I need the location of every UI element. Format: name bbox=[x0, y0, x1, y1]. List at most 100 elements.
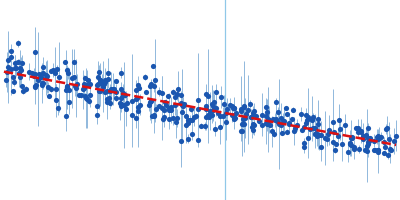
Point bbox=[17, 75, 24, 78]
Point bbox=[269, 130, 276, 133]
Point bbox=[210, 104, 216, 107]
Point bbox=[185, 137, 192, 140]
Point bbox=[263, 114, 269, 118]
Point bbox=[363, 133, 369, 136]
Point bbox=[271, 132, 277, 135]
Point bbox=[80, 88, 86, 91]
Point bbox=[168, 108, 174, 112]
Point bbox=[12, 61, 18, 64]
Point bbox=[360, 134, 366, 137]
Point bbox=[316, 134, 322, 137]
Point bbox=[38, 76, 44, 79]
Point bbox=[142, 91, 149, 94]
Point bbox=[364, 144, 370, 147]
Point bbox=[32, 85, 38, 88]
Point bbox=[64, 71, 71, 75]
Point bbox=[253, 114, 259, 117]
Point bbox=[376, 136, 382, 139]
Point bbox=[118, 102, 124, 105]
Point bbox=[365, 139, 372, 143]
Point bbox=[194, 98, 201, 102]
Point bbox=[336, 119, 342, 122]
Point bbox=[124, 101, 130, 104]
Point bbox=[238, 109, 244, 112]
Point bbox=[102, 78, 108, 82]
Point bbox=[104, 71, 111, 75]
Point bbox=[273, 117, 280, 120]
Point bbox=[384, 126, 390, 129]
Point bbox=[166, 108, 173, 111]
Point bbox=[349, 136, 355, 139]
Point bbox=[374, 148, 381, 151]
Point bbox=[206, 115, 212, 119]
Point bbox=[321, 137, 328, 140]
Point bbox=[150, 114, 157, 117]
Point bbox=[42, 73, 49, 76]
Point bbox=[18, 69, 24, 72]
Point bbox=[232, 116, 238, 119]
Point bbox=[4, 70, 11, 73]
Point bbox=[72, 84, 78, 87]
Point bbox=[275, 120, 282, 123]
Point bbox=[23, 87, 29, 91]
Point bbox=[250, 123, 256, 126]
Point bbox=[11, 66, 18, 70]
Point bbox=[102, 91, 108, 94]
Point bbox=[15, 60, 21, 63]
Point bbox=[123, 107, 130, 110]
Point bbox=[178, 102, 184, 105]
Point bbox=[250, 109, 257, 113]
Point bbox=[278, 123, 285, 126]
Point bbox=[355, 131, 361, 134]
Point bbox=[10, 80, 17, 83]
Point bbox=[56, 75, 62, 78]
Point bbox=[266, 124, 273, 127]
Point bbox=[97, 79, 103, 82]
Point bbox=[212, 90, 219, 94]
Point bbox=[238, 129, 244, 132]
Point bbox=[118, 87, 124, 90]
Point bbox=[212, 107, 219, 110]
Point bbox=[300, 126, 307, 129]
Point bbox=[39, 84, 46, 87]
Point bbox=[187, 118, 193, 122]
Point bbox=[334, 134, 341, 138]
Point bbox=[315, 117, 321, 121]
Point bbox=[294, 124, 300, 127]
Point bbox=[231, 107, 238, 110]
Point bbox=[102, 80, 108, 83]
Point bbox=[161, 116, 167, 119]
Point bbox=[286, 123, 292, 126]
Point bbox=[136, 86, 142, 89]
Point bbox=[178, 93, 184, 96]
Point bbox=[107, 101, 114, 104]
Point bbox=[129, 99, 135, 102]
Point bbox=[188, 118, 195, 121]
Point bbox=[69, 77, 75, 80]
Point bbox=[33, 84, 39, 87]
Point bbox=[264, 110, 270, 114]
Point bbox=[332, 148, 338, 151]
Point bbox=[120, 91, 126, 94]
Point bbox=[121, 104, 127, 107]
Point bbox=[128, 113, 135, 116]
Point bbox=[81, 87, 88, 90]
Point bbox=[156, 104, 162, 107]
Point bbox=[259, 123, 265, 126]
Point bbox=[224, 107, 230, 110]
Point bbox=[172, 103, 178, 107]
Point bbox=[220, 115, 226, 118]
Point bbox=[198, 124, 204, 127]
Point bbox=[365, 140, 371, 144]
Point bbox=[278, 117, 284, 120]
Point bbox=[299, 128, 306, 131]
Point bbox=[82, 77, 88, 80]
Point bbox=[249, 125, 255, 128]
Point bbox=[214, 111, 221, 114]
Point bbox=[18, 61, 25, 65]
Point bbox=[70, 60, 77, 63]
Point bbox=[109, 88, 116, 91]
Point bbox=[174, 116, 180, 119]
Point bbox=[342, 123, 348, 126]
Point bbox=[96, 79, 103, 82]
